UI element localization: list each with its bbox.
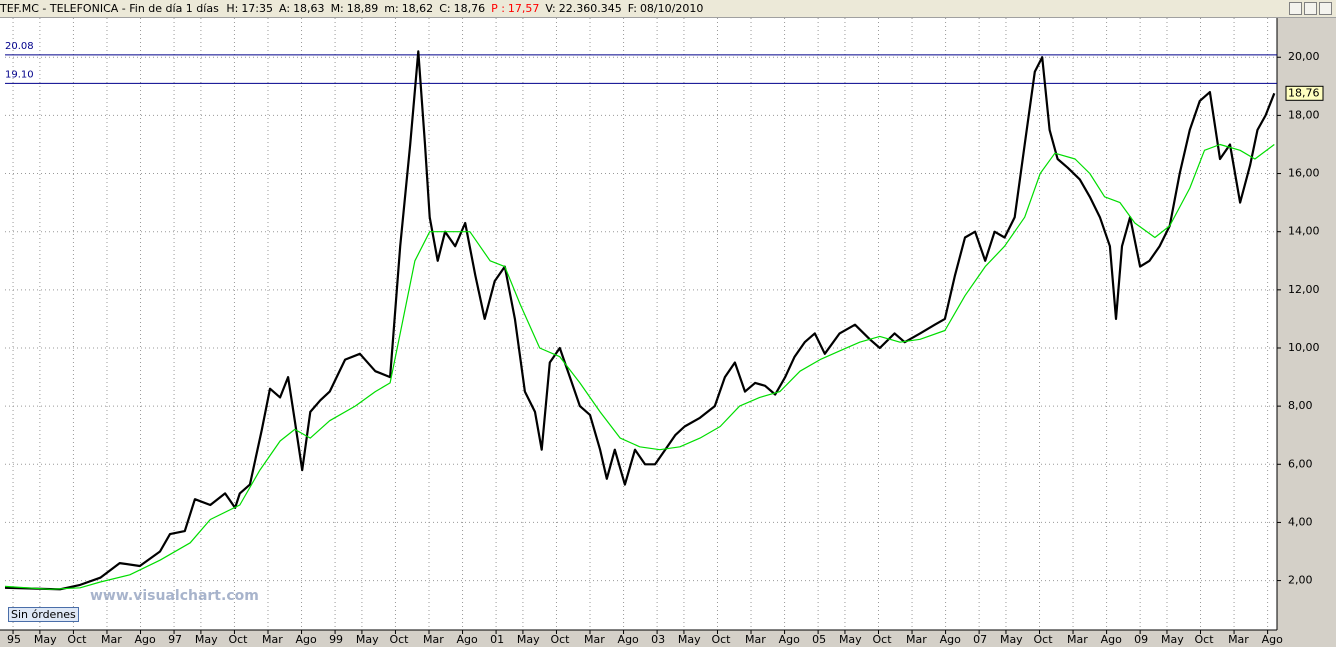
info-label: P : [491, 2, 505, 15]
maximize-button[interactable] [1304, 2, 1317, 15]
orders-button[interactable]: Sin órdenes [8, 607, 79, 622]
x-tick-label: Ago [296, 633, 318, 646]
plot-area [0, 18, 1277, 630]
info-value: 17:35 [241, 2, 274, 15]
y-tick-label: 10,00 [1288, 341, 1320, 354]
x-tick-label: Ago [940, 633, 962, 646]
y-tick-label: 4,00 [1288, 515, 1313, 528]
info-value: 18,76 [453, 2, 486, 15]
x-tick-label: 95 [7, 633, 21, 646]
x-tick-label: Oct [67, 633, 87, 646]
x-tick-label: Ago [457, 633, 479, 646]
x-tick-label: Ago [618, 633, 640, 646]
x-tick-label: Ago [135, 633, 157, 646]
y-tick-label: 12,00 [1288, 283, 1320, 296]
info-label: M: [330, 2, 344, 15]
horizontal-line-label: 19.10 [5, 69, 34, 80]
info-value: 18,62 [401, 2, 434, 15]
x-tick-label: 99 [329, 633, 343, 646]
y-tick-label: 18,00 [1288, 108, 1320, 121]
title-bar: TEF.MC - TELEFONICA - Fin de día 1 días … [0, 0, 1336, 18]
info-label: A: [279, 2, 291, 15]
y-tick-label: 2,00 [1288, 574, 1313, 587]
info-value: 17,57 [507, 2, 540, 15]
y-tick-label: 16,00 [1288, 167, 1320, 180]
x-tick-label: 09 [1134, 633, 1148, 646]
x-tick-label: May [517, 633, 540, 646]
minimize-button[interactable] [1289, 2, 1302, 15]
watermark: www.visualchart.com [90, 588, 259, 604]
chart-title: TEF.MC - TELEFONICA - Fin de día 1 días [0, 2, 219, 15]
x-tick-label: 05 [812, 633, 826, 646]
y-tick-label: 6,00 [1288, 457, 1313, 470]
x-tick-label: Mar [101, 633, 122, 646]
x-tick-label: Ago [1101, 633, 1123, 646]
quote-info: H: 17:35 A: 18,63 M: 18,89 m: 18,62 C: 18,76 P :17… [226, 2, 709, 15]
chart: www.visualchart.com 2,00 4,00 6,00 8,00 10,0… [0, 18, 1336, 647]
x-tick-label: 01 [490, 633, 504, 646]
info-label: C: [439, 2, 451, 15]
x-tick-label: Mar [1067, 633, 1088, 646]
x-tick-label: 07 [973, 633, 987, 646]
x-tick-label: May [839, 633, 862, 646]
x-tick-label: 03 [651, 633, 665, 646]
x-tick-label: Oct [389, 633, 409, 646]
x-tick-label: Ago [1262, 633, 1284, 646]
y-tick-label: 8,00 [1288, 399, 1313, 412]
x-tick-label: Oct [228, 633, 248, 646]
y-axis-panel [1277, 18, 1336, 647]
x-tick-label: May [356, 633, 379, 646]
info-value: 08/10/2010 [639, 2, 704, 15]
x-tick-label: Mar [906, 633, 927, 646]
horizontal-line-label: 20.08 [5, 41, 34, 52]
info-label: F: [627, 2, 637, 15]
y-tick-label: 20,00 [1288, 50, 1320, 63]
last-value-box [1285, 85, 1324, 101]
price-line [4, 50, 1276, 591]
x-tick-label: May [34, 633, 57, 646]
window-buttons [1289, 2, 1332, 15]
x-tick-label: Mar [423, 633, 444, 646]
x-tick-label: Oct [872, 633, 892, 646]
x-tick-label: Mar [584, 633, 605, 646]
close-button[interactable] [1319, 2, 1332, 15]
x-tick-label: 97 [168, 633, 182, 646]
x-tick-label: Mar [1228, 633, 1249, 646]
x-tick-label: May [1161, 633, 1184, 646]
x-tick-label: Mar [262, 633, 283, 646]
y-tick-label: 14,00 [1288, 225, 1320, 238]
info-label: V: [545, 2, 556, 15]
x-tick-label: Oct [1195, 633, 1215, 646]
last-value-label: 18,76 [1288, 86, 1320, 99]
x-tick-label: Ago [779, 633, 801, 646]
x-tick-label: May [1000, 633, 1023, 646]
info-label: m: [384, 2, 399, 15]
x-tick-label: Oct [711, 633, 731, 646]
info-label: H: [226, 2, 239, 15]
x-tick-label: Oct [550, 633, 570, 646]
info-value: 18,89 [346, 2, 379, 15]
x-tick-label: May [678, 633, 701, 646]
x-tick-label: May [195, 633, 218, 646]
info-value: 18,63 [293, 2, 325, 15]
x-tick-label: Oct [1034, 633, 1054, 646]
x-tick-label: Mar [745, 633, 766, 646]
price-line [4, 143, 1275, 590]
x-axis-panel [0, 630, 1277, 647]
info-value: 22.360.345 [558, 2, 622, 15]
